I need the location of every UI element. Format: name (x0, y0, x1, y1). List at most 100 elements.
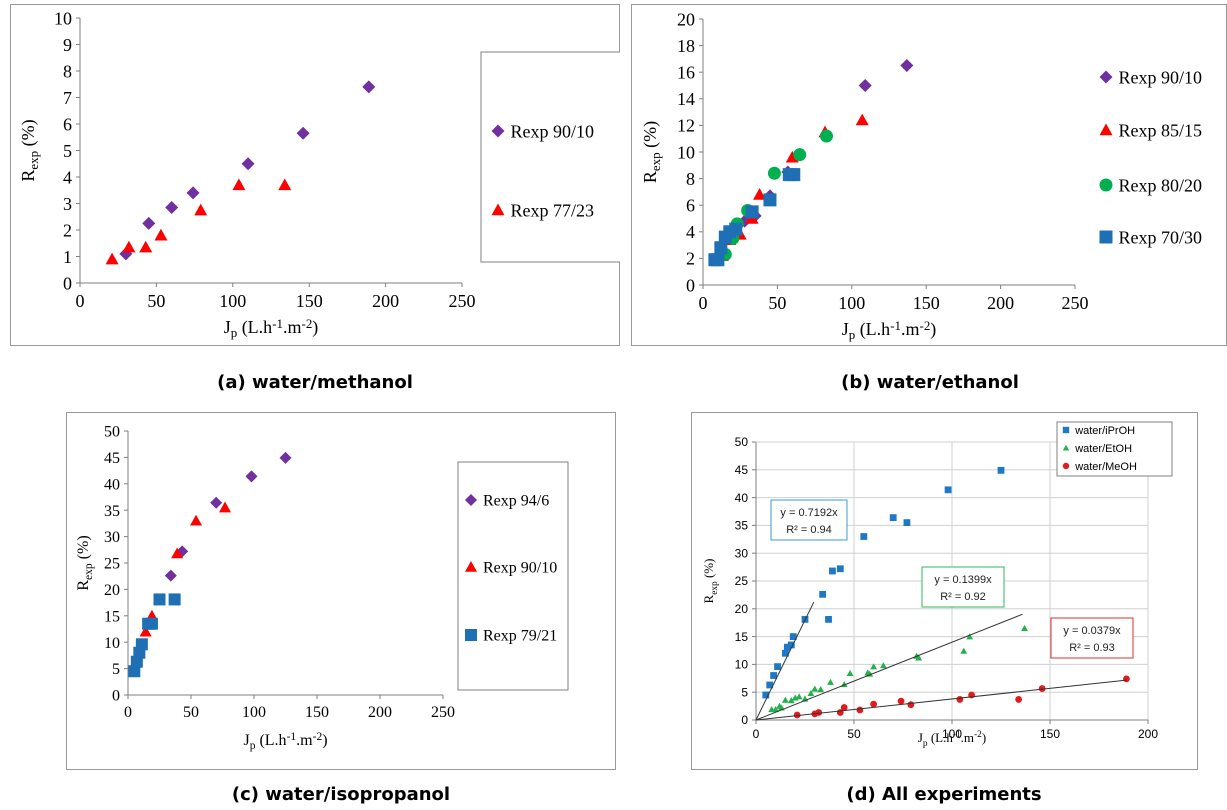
point-triangle (787, 697, 795, 704)
point-triangle (827, 678, 834, 685)
y-axis-label: Rexp (%) (18, 119, 41, 181)
point-triangle (171, 547, 184, 559)
legend-marker-square (1099, 230, 1113, 244)
fit-r-squared: R² = 0.93 (1069, 642, 1115, 654)
point-square (789, 633, 797, 640)
x-tick-label: 100 (242, 704, 266, 721)
x-tick-label: 0 (76, 291, 85, 311)
point-square (997, 466, 1005, 474)
legend-marker-diamond (465, 494, 477, 506)
x-tick-label: 0 (699, 293, 708, 313)
legend-label: water/MeOH (1074, 461, 1137, 473)
point-triangle (966, 633, 974, 640)
x-tick-label: 0 (753, 727, 760, 741)
y-tick-label: 8 (63, 61, 72, 81)
y-tick-label: 10 (104, 635, 120, 652)
point-square (829, 567, 836, 575)
legend-marker-diamond (491, 124, 505, 138)
point-square (153, 593, 166, 606)
x-tick-label: 150 (305, 704, 329, 721)
point-triangle (194, 203, 208, 216)
y-axis-label: Rexp (%) (640, 121, 663, 183)
x-tick-label: 200 (1138, 727, 1158, 741)
y-tick-label: 18 (677, 36, 695, 56)
x-tick-label: 50 (847, 727, 861, 741)
point-square (770, 672, 778, 679)
x-tick-label: 50 (183, 704, 199, 721)
point-diamond (279, 451, 292, 464)
y-tick-label: 0 (63, 273, 72, 293)
chart-c-plot: 0 5 10 15 20 25 30 35 40 45 50 0 50 100 150 200 250 Jp (L… (75, 424, 455, 752)
point-diamond (245, 470, 258, 483)
chart-a-legend-box (480, 51, 620, 263)
y-tick-label: 0 (112, 688, 120, 705)
point-diamond (362, 80, 376, 94)
y-tick-label: 4 (686, 222, 695, 242)
y-tick-label: 2 (63, 220, 72, 240)
point-square (745, 205, 759, 219)
y-tick-label: 20 (735, 602, 749, 616)
y-tick-label: 25 (104, 556, 120, 573)
legend-marker-square (465, 629, 477, 641)
point-circle (820, 129, 834, 143)
fit-equation: y = 0.0379x (1063, 625, 1121, 637)
legend-marker-square (1062, 426, 1070, 434)
y-tick-label: 0 (686, 275, 695, 295)
point-triangle (219, 501, 232, 513)
point-square (783, 643, 791, 651)
point-circle (956, 696, 964, 703)
y-tick-label: 14 (677, 89, 695, 109)
point-square (168, 593, 181, 606)
x-tick-label: 50 (768, 293, 786, 313)
point-diamond (164, 569, 177, 582)
legend-label: Rexp 94/6 (483, 493, 549, 510)
point-triangle (870, 663, 877, 670)
point-square (944, 486, 952, 494)
trendline (755, 613, 1023, 721)
point-circle (907, 701, 915, 709)
legend-label: Rexp 80/20 (1119, 175, 1203, 195)
chart-c: 0 5 10 15 20 25 30 35 40 45 50 0 50 100 150 200 250 Jp (L… (66, 412, 616, 770)
y-tick-label: 40 (735, 491, 749, 505)
y-tick-label: 16 (677, 63, 695, 83)
point-circle (793, 148, 807, 162)
trendline (755, 679, 1127, 721)
legend-label: water/EtOH (1074, 443, 1132, 455)
caption-a: (a) water/methanol (217, 372, 413, 393)
legend-marker-diamond (1099, 70, 1113, 84)
point-triangle (190, 514, 203, 526)
chart-b-legend: Rexp 90/10 Rexp 85/15 Rexp 80/20 Rexp 70/30 (1099, 67, 1203, 247)
point-square (128, 665, 141, 678)
y-tick-label: 5 (741, 685, 748, 699)
y-tick-label: 3 (63, 194, 72, 214)
y-axis-label: Rexp (%) (701, 559, 720, 604)
legend-label: water/iPrOH (1074, 425, 1135, 437)
point-triangle (817, 686, 825, 693)
legend-label: Rexp 90/10 (1119, 67, 1203, 87)
legend-label: Rexp 85/15 (1119, 120, 1203, 140)
point-circle (793, 711, 801, 719)
x-tick-label: 200 (372, 291, 399, 311)
point-diamond (165, 200, 179, 214)
y-tick-label: 12 (677, 116, 695, 136)
fit-equation: y = 0.1399x (934, 574, 992, 586)
point-triangle (915, 654, 923, 661)
point-square (766, 681, 774, 689)
legend-label: Rexp 79/21 (483, 628, 557, 645)
legend-marker-triangle (1062, 444, 1070, 451)
legend-label: Rexp 90/10 (511, 121, 595, 141)
point-triangle (753, 188, 767, 200)
point-circle (767, 166, 781, 180)
x-tick-label: 250 (1062, 293, 1089, 313)
point-triangle (880, 662, 887, 669)
x-tick-label: 100 (219, 291, 246, 311)
point-triangle (960, 647, 968, 654)
chart-d: 0 5 10 15 20 25 30 35 40 45 50 0 50 100 150 200 Jp (L.h-… (691, 412, 1198, 770)
chart-d-legend-box (1056, 421, 1173, 477)
y-tick-label: 0 (741, 713, 748, 727)
point-square (145, 617, 158, 630)
x-tick-label: 250 (449, 291, 476, 311)
legend-marker-triangle (491, 203, 505, 216)
